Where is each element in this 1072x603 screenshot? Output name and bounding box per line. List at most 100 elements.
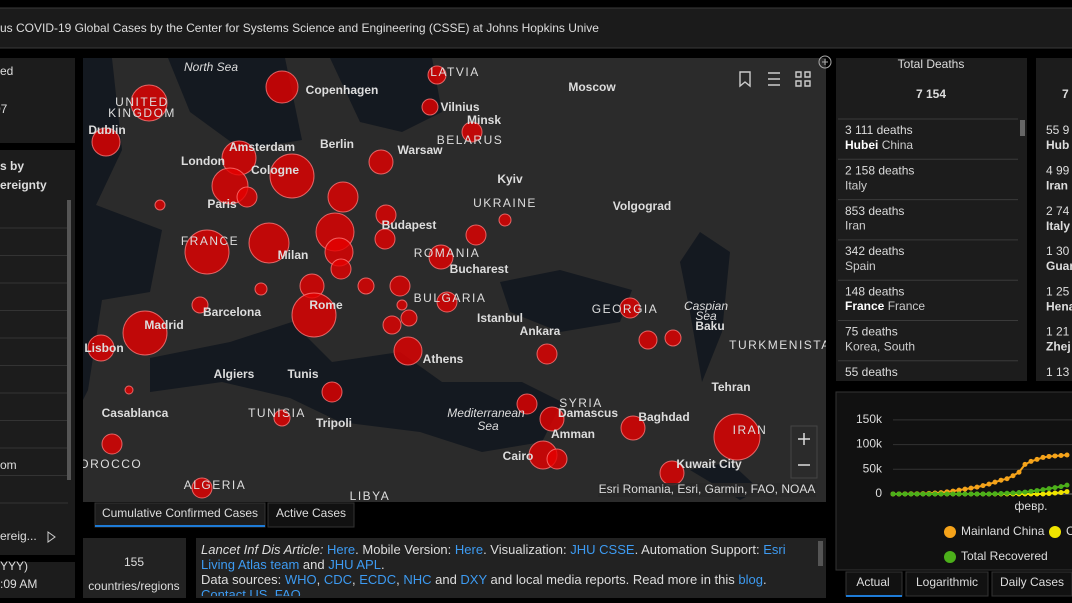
map-tool[interactable] xyxy=(739,71,751,88)
case-circle[interactable] xyxy=(427,65,447,85)
recovered-count: 1 30 xyxy=(1046,244,1070,258)
case-circle[interactable] xyxy=(620,415,646,441)
info-text-part: . xyxy=(267,587,275,596)
case-circle[interactable] xyxy=(191,296,209,314)
tab[interactable] xyxy=(267,502,355,528)
case-circle[interactable] xyxy=(87,334,115,362)
country: Iran xyxy=(845,219,866,233)
case-circle[interactable] xyxy=(236,186,258,208)
map-label: TURKMENISTAN xyxy=(729,338,841,352)
info-link[interactable]: Here xyxy=(454,542,484,557)
data-point xyxy=(956,487,962,493)
scrollbar[interactable] xyxy=(67,200,71,480)
next-arrow[interactable] xyxy=(47,531,56,543)
case-circle[interactable] xyxy=(421,98,439,116)
map-label: LIBYA xyxy=(350,489,391,503)
case-circle[interactable] xyxy=(265,70,299,104)
case-circle[interactable] xyxy=(516,393,538,415)
scrollbar[interactable] xyxy=(1020,120,1025,136)
case-circle[interactable] xyxy=(101,433,123,455)
recovered-place: Italy xyxy=(1046,219,1070,233)
case-circle[interactable] xyxy=(400,309,418,327)
map-label: Tripoli xyxy=(316,416,352,430)
info-link[interactable]: FAQ xyxy=(274,587,301,596)
map-label: Rome xyxy=(309,298,343,312)
info-link[interactable]: Esri Living Atlas team xyxy=(201,542,786,572)
recovered-count: 2 74 xyxy=(1046,204,1070,218)
case-circle[interactable] xyxy=(539,406,565,432)
tab[interactable] xyxy=(94,502,266,528)
case-circle[interactable] xyxy=(638,330,658,350)
case-circle[interactable] xyxy=(461,121,483,143)
case-circle[interactable] xyxy=(374,228,396,250)
map-label: Baghdad xyxy=(638,410,689,424)
info-link[interactable]: WHO xyxy=(284,572,317,587)
case-circle[interactable] xyxy=(248,222,290,264)
death-count: 853 deaths xyxy=(845,204,904,218)
info-link[interactable]: DXY xyxy=(460,572,487,587)
case-circle[interactable] xyxy=(465,224,487,246)
scrollbar[interactable] xyxy=(818,541,823,566)
case-circle[interactable] xyxy=(375,204,397,226)
case-circle[interactable] xyxy=(357,277,375,295)
case-circle[interactable] xyxy=(382,315,402,335)
case-circle[interactable] xyxy=(291,292,337,338)
info-text-part: , xyxy=(316,572,324,587)
data-point xyxy=(1040,454,1046,460)
info-link[interactable]: NHC xyxy=(403,572,432,587)
info-text-part: and xyxy=(431,572,461,587)
zoom-in[interactable] xyxy=(798,433,810,445)
tab[interactable] xyxy=(905,571,989,597)
case-circle[interactable] xyxy=(664,329,682,347)
data-point xyxy=(938,491,944,497)
case-circle[interactable] xyxy=(254,282,268,296)
case-circle[interactable] xyxy=(536,343,558,365)
case-circle[interactable] xyxy=(428,244,454,270)
case-circle[interactable] xyxy=(396,299,408,311)
tab[interactable] xyxy=(991,571,1072,597)
info-link[interactable]: Here xyxy=(326,542,356,557)
data-point xyxy=(1058,452,1064,458)
case-circle[interactable] xyxy=(130,84,168,122)
case-circle[interactable] xyxy=(122,310,168,356)
case-circle[interactable] xyxy=(191,477,213,499)
case-circle[interactable] xyxy=(273,409,291,427)
time: :09 AM xyxy=(0,577,37,591)
expand[interactable] xyxy=(818,55,832,69)
list-title: ereignty xyxy=(0,178,47,192)
map-tool[interactable] xyxy=(795,71,811,87)
recovered-place: Iran xyxy=(1046,178,1068,192)
case-circle[interactable] xyxy=(154,199,166,211)
data-point xyxy=(1058,490,1064,496)
case-circle[interactable] xyxy=(619,297,641,319)
case-circle[interactable] xyxy=(393,336,423,366)
case-circle[interactable] xyxy=(124,385,134,395)
case-circle[interactable] xyxy=(321,381,343,403)
case-circle[interactable] xyxy=(330,258,352,280)
case-circle[interactable] xyxy=(498,213,512,227)
case-circle[interactable] xyxy=(269,153,315,199)
case-circle[interactable] xyxy=(546,448,568,470)
attribution: Esri Romania, Esri, Garmin, FAO, NOAA xyxy=(599,482,816,496)
map-label: BULGARIA xyxy=(414,291,487,305)
recovered-place: Hub xyxy=(1046,138,1069,152)
info-link[interactable]: Contact US xyxy=(201,587,268,596)
tab-label: Logarithmic xyxy=(916,575,978,589)
info-link[interactable]: blog xyxy=(738,572,763,587)
case-circle[interactable] xyxy=(184,229,230,275)
map-tool[interactable] xyxy=(768,72,780,86)
case-circle[interactable] xyxy=(368,149,394,175)
data-point xyxy=(1022,489,1028,495)
case-circle[interactable] xyxy=(389,275,411,297)
case-circle[interactable] xyxy=(713,413,761,461)
data-point xyxy=(1040,487,1046,493)
list-item[interactable]: om xyxy=(0,458,17,472)
case-circle[interactable] xyxy=(91,127,121,157)
tab[interactable] xyxy=(845,571,903,597)
case-circle[interactable] xyxy=(436,291,458,313)
info-link[interactable]: JHU CSSE xyxy=(570,542,635,557)
info-link[interactable]: CDC xyxy=(323,572,353,587)
case-circle[interactable] xyxy=(327,181,359,213)
info-link[interactable]: JHU APL xyxy=(328,557,381,572)
info-link[interactable]: ECDC xyxy=(359,572,397,587)
